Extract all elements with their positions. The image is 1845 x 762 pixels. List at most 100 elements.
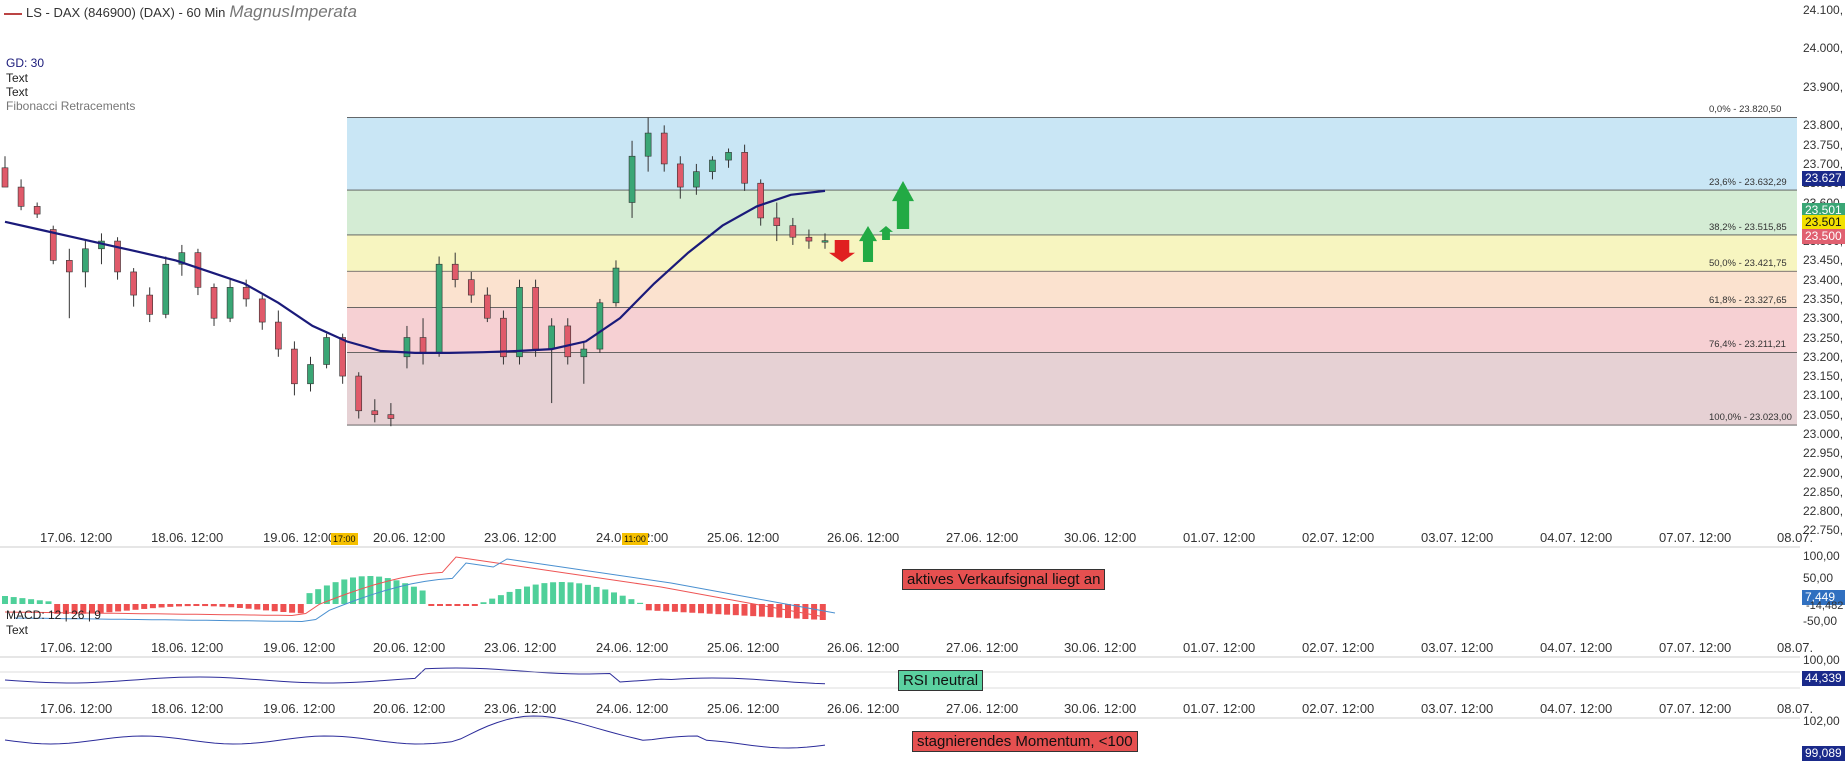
candle-body	[709, 159, 716, 172]
candle-body	[564, 325, 572, 358]
candle	[660, 125, 668, 172]
price-axis-tick: 22.950,	[1803, 446, 1844, 461]
macd-histogram-bar	[785, 604, 791, 619]
fib-level-label: 0,0% - 23.820,50	[1709, 104, 1782, 116]
macd-histogram-bar	[602, 589, 609, 604]
fib-level-label: 61,8% - 23.327,65	[1709, 294, 1787, 306]
x-axis-label: 03.07. 12:00	[1421, 640, 1494, 655]
x-axis-label: 03.07. 12:00	[1421, 701, 1494, 716]
macd-histogram-bar	[184, 604, 191, 607]
candle	[725, 148, 732, 168]
price-axis-tick: 23.100,	[1803, 388, 1844, 403]
candle	[178, 244, 186, 276]
macd-signal-box: aktives Verkaufsignal liegt an	[902, 569, 1106, 590]
macd-histogram-bar	[489, 598, 496, 604]
price-axis-tick: 23.350,	[1803, 291, 1844, 306]
candle-body	[644, 132, 652, 157]
candle	[500, 310, 507, 365]
x-axis-label: 24.06. 12:00	[596, 640, 669, 655]
macd-histogram-bar	[645, 604, 652, 611]
candle	[226, 279, 234, 323]
macd-histogram-bar	[332, 582, 339, 604]
candle-body	[17, 186, 25, 207]
legend-fibonacci[interactable]: Fibonacci Retracements	[6, 99, 136, 113]
price-axis-tick: 23.050,	[1803, 407, 1844, 422]
price-badge: 23.501	[1802, 203, 1845, 218]
macd-value-badge: 7,449	[1802, 590, 1845, 605]
candle-body	[178, 252, 186, 265]
price-axis-tick: 22.800,	[1803, 504, 1844, 519]
macd-histogram-bar	[767, 604, 774, 618]
macd-axis-tick: 50,00	[1803, 571, 1834, 585]
macd-histogram-bar	[437, 604, 443, 606]
chart-title: LS - DAX (846900) (DAX) - 60 Min	[26, 5, 226, 20]
price-badge: 23.500	[1802, 229, 1845, 244]
macd-histogram-bar	[80, 604, 87, 614]
x-axis-label: 23.06. 12:00	[484, 530, 557, 545]
x-axis-label: 18.06. 12:00	[151, 530, 224, 545]
price-axis-tick: 23.300,	[1803, 311, 1844, 326]
macd-histogram-bar	[463, 604, 470, 606]
macd-histogram-bar	[219, 604, 226, 607]
candle	[17, 179, 25, 211]
candle-body	[371, 410, 379, 415]
macd-histogram-bar	[584, 584, 591, 604]
fib-zone	[347, 190, 1797, 235]
price-axis-tick: 22.900,	[1803, 465, 1844, 480]
momentum-signal-box: stagnierendes Momentum, <100	[912, 731, 1138, 752]
macd-histogram-bar	[254, 604, 261, 610]
legend-text-2[interactable]: Text	[6, 85, 29, 99]
macd-histogram-bar	[550, 582, 557, 604]
legend-text-1[interactable]: Text	[6, 71, 29, 85]
candle-body	[628, 155, 636, 203]
candle	[1, 156, 9, 188]
candle-body	[114, 240, 121, 273]
candle	[258, 295, 266, 330]
macd-histogram-bar	[62, 604, 69, 614]
macd-histogram-bar	[115, 604, 122, 612]
macd-histogram-bar	[515, 589, 522, 604]
macd-text[interactable]: Text	[6, 623, 29, 637]
macd-histogram-bar	[245, 604, 252, 609]
price-axis-tick: 24.100,	[1803, 2, 1844, 17]
candle-body	[210, 287, 218, 319]
fib-level-label: 76,4% - 23.211,21	[1709, 339, 1786, 351]
x-axis-label: 20.06. 12:00	[373, 530, 446, 545]
macd-histogram-bar	[793, 604, 800, 619]
macd-histogram-bar	[176, 604, 182, 607]
macd-histogram-bar	[106, 604, 113, 613]
moving-average-line	[4, 189, 826, 354]
x-axis-label: 25.06. 12:00	[707, 530, 780, 545]
fib-level-label: 50,0% - 23.421,75	[1709, 258, 1787, 270]
candle-body	[451, 263, 459, 280]
candle-body	[612, 267, 620, 304]
legend-gd[interactable]: GD: 30	[6, 56, 45, 70]
macd-histogram-bar	[532, 584, 539, 604]
macd-histogram-bar	[19, 598, 26, 604]
x-axis-label: 26.06. 12:00	[827, 640, 900, 655]
macd-label[interactable]: MACD: 12 | 26 | 9	[6, 608, 101, 622]
x-axis-label: 23.06. 12:00	[484, 701, 557, 716]
macd-axis-tick: 100,00	[1803, 549, 1840, 563]
macd-histogram-bar	[428, 604, 435, 606]
candle	[709, 156, 716, 180]
macd-histogram-bar	[802, 604, 809, 620]
x-axis-label: 08.07.	[1777, 530, 1814, 545]
macd-histogram-bar	[97, 604, 104, 613]
candle	[339, 333, 346, 384]
candle	[628, 140, 636, 218]
macd-line	[4, 556, 826, 618]
candle-body	[403, 337, 411, 358]
candle-body	[676, 163, 684, 188]
momentum-line	[4, 715, 826, 749]
macd-histogram-bar	[10, 597, 17, 604]
candle-body	[258, 298, 266, 323]
macd-histogram-bar	[123, 604, 130, 611]
macd-histogram-bar	[706, 604, 713, 614]
macd-histogram-bar	[680, 604, 687, 613]
rsi-signal-box: RSI neutral	[898, 670, 984, 691]
candle-body	[162, 263, 170, 315]
macd-histogram-bar	[671, 604, 678, 612]
candle-body	[484, 294, 491, 319]
macd-histogram-bar	[384, 578, 391, 604]
